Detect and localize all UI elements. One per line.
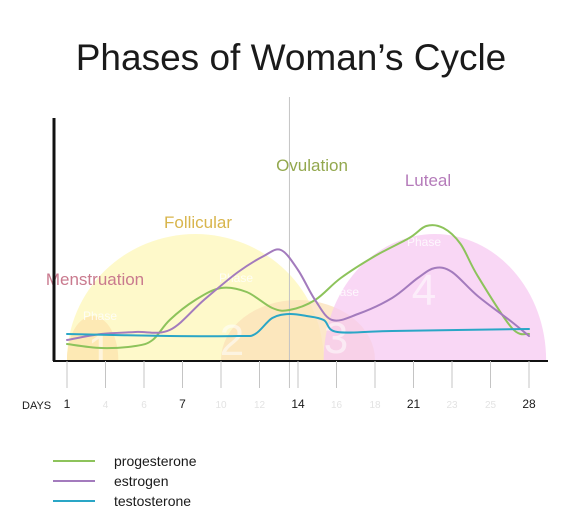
x-tick-label: 18 xyxy=(369,400,381,411)
phase-3-number: 3 xyxy=(324,314,348,363)
x-tick-label: 23 xyxy=(446,400,458,411)
phase-3-word: Phase xyxy=(325,285,359,299)
phase-2-label: Follicular xyxy=(164,213,232,232)
phase-1-label: Menstruation xyxy=(46,270,144,289)
x-tick-label: 14 xyxy=(291,397,305,411)
x-tick-label: 25 xyxy=(485,400,497,411)
x-tick-label: 28 xyxy=(522,397,536,411)
phase-4-label: Luteal xyxy=(405,171,451,190)
testosterone-line xyxy=(66,312,530,338)
chart-title: Phases of Woman’s Cycle xyxy=(76,37,507,78)
series-lines xyxy=(66,224,530,350)
estrogen-line xyxy=(66,248,530,341)
x-tick-label: 7 xyxy=(179,397,186,411)
axes: 1 4 6 7 10 12 14 16 18 21 23 25 28 xyxy=(52,118,548,411)
x-tick-label: 4 xyxy=(103,400,109,411)
estrogen-legend-label: estrogen xyxy=(114,473,168,489)
phase-1-word: Phase xyxy=(83,309,117,323)
x-axis-label: DAYS xyxy=(22,400,51,412)
x-tick-label: 6 xyxy=(141,400,147,411)
x-tick-label: 1 xyxy=(64,397,71,411)
phase-4-region xyxy=(323,234,547,360)
phase-2-number: 2 xyxy=(220,316,244,365)
x-tick-label: 21 xyxy=(407,397,421,411)
progesterone-legend-label: progesterone xyxy=(114,453,197,469)
x-tick-label: 10 xyxy=(215,400,227,411)
phase-3-label: Ovulation xyxy=(276,156,348,175)
phase-2-word: Phase xyxy=(219,271,253,285)
progesterone-line xyxy=(66,224,530,350)
legend: progesterone estrogen testosterone xyxy=(53,453,197,509)
phase-4-word: Phase xyxy=(407,235,441,249)
x-tick-label: 16 xyxy=(331,400,343,411)
testosterone-legend-label: testosterone xyxy=(114,493,191,509)
x-tick-label: 12 xyxy=(254,400,266,411)
